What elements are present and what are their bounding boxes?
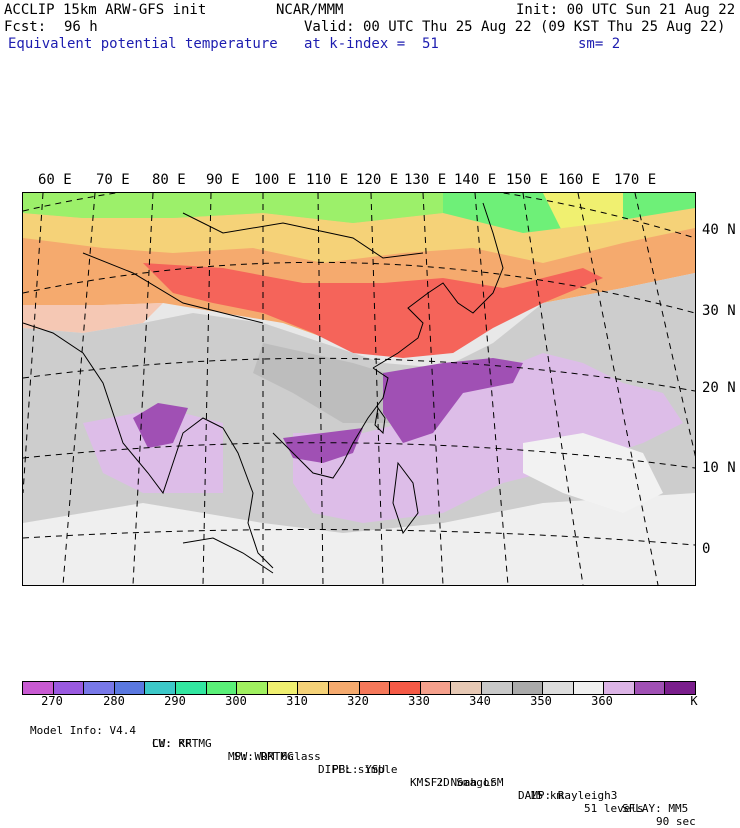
colorbar-labels: 270 280 290 300 310 320 330 340 350 360 … (0, 694, 740, 708)
colorbar (22, 681, 696, 695)
lon-label: 60 E (38, 172, 72, 188)
colorbar-segment (23, 682, 54, 694)
purple-bay-of-bengal (133, 403, 188, 448)
colorbar-segment (451, 682, 482, 694)
purple-west-pacific (383, 358, 523, 443)
colorbar-segment (206, 682, 238, 694)
lon-label: 80 E (152, 172, 186, 188)
lat-label: 10 N (702, 460, 736, 476)
colorbar-segment (298, 682, 329, 694)
longitude-labels: 60 E 70 E 80 E 90 E 100 E 110 E 120 E 13… (0, 172, 740, 190)
colorbar-segment (267, 682, 299, 694)
colorbar-segment (53, 682, 85, 694)
colorbar-segment (420, 682, 452, 694)
colorbar-tick-label: 310 (286, 694, 308, 708)
cold-band-lightgreen (23, 193, 443, 223)
lon-label: 130 E (404, 172, 447, 188)
colorbar-segment (328, 682, 360, 694)
colorbar-tick-label: 340 (469, 694, 491, 708)
purple-south-china-sea (283, 428, 363, 463)
colorbar-segment (114, 682, 146, 694)
lon-label: 70 E (96, 172, 130, 188)
center-title: NCAR/MMM (276, 2, 344, 18)
fcst-value: 96 h (64, 19, 98, 35)
colorbar-tick-label: 320 (347, 694, 369, 708)
colorbar-segment (512, 682, 544, 694)
footer-item: LW: RRTMG (152, 737, 212, 750)
colorbar-segment (359, 682, 391, 694)
colorbar-segment (145, 682, 176, 694)
colorbar-segment (481, 682, 513, 694)
theta-e-map (23, 193, 695, 585)
footer-item: DIFF: simple (318, 763, 398, 776)
lat-label: 0 (702, 541, 711, 557)
colorbar-segment (634, 682, 666, 694)
colorbar-tick-label: 280 (103, 694, 125, 708)
colorbar-tick-label: 360 (591, 694, 613, 708)
lon-label: 110 E (306, 172, 349, 188)
footer-item: SW: RRTMG (234, 750, 294, 763)
footer-line-2: LW: RRTMG SW: RRTMG DIFF: simple KM: 2D … (30, 724, 688, 815)
colorbar-segment (175, 682, 207, 694)
colorbar-segment (665, 682, 696, 694)
colorbar-tick-label: 300 (225, 694, 247, 708)
lon-label: 90 E (206, 172, 240, 188)
lat-label: 40 N (702, 222, 736, 238)
lon-label: 120 E (356, 172, 399, 188)
lat-label: 20 N (702, 380, 736, 396)
colorbar-segment (543, 682, 574, 694)
colorbar-tick-label: 290 (164, 694, 186, 708)
fcst-label: Fcst: (4, 19, 47, 35)
valid-time: Valid: 00 UTC Thu 25 Aug 22 (09 KST Thu … (304, 19, 726, 35)
colorbar-segment (84, 682, 115, 694)
lon-label: 160 E (558, 172, 601, 188)
coastlines (23, 202, 504, 574)
init-time: Init: 00 UTC Sun 21 Aug 22 (516, 2, 736, 18)
footer-item: DAMP: Rayleigh3 (518, 789, 618, 802)
smoothing-value: sm= 2 (578, 36, 621, 52)
colorbar-segment (237, 682, 268, 694)
lon-label: 170 E (614, 172, 657, 188)
map-panel (22, 192, 696, 586)
level-index: at k-index = 51 (304, 36, 439, 52)
graticule (23, 193, 695, 585)
colorbar-segment (573, 682, 605, 694)
field-name: Equivalent potential temperature (8, 36, 278, 52)
colorbar-tick-label: 330 (408, 694, 430, 708)
footer-item: Model Info: V4.4 (30, 724, 136, 737)
lon-label: 140 E (454, 172, 497, 188)
white-tropical-region (23, 493, 695, 585)
footer-item: 90 sec (656, 815, 696, 828)
colorbar-tick-label: 350 (530, 694, 552, 708)
dark-gray-patch (253, 343, 403, 423)
lat-label: 30 N (702, 303, 736, 319)
lon-label: 100 E (254, 172, 297, 188)
white-pacific-patch (523, 433, 663, 513)
colorbar-tick-label: 270 (41, 694, 63, 708)
lavender-region-pacific (293, 353, 683, 523)
lon-label: 150 E (506, 172, 549, 188)
latitude-labels: 40 N 30 N 20 N 10 N 0 (698, 192, 740, 592)
colorbar-unit: K (690, 694, 698, 708)
warm-band-red (143, 263, 603, 358)
colorbar-segment (390, 682, 421, 694)
colorbar-segment (604, 682, 635, 694)
footer-item: KM: 2D Smagor (410, 776, 497, 789)
model-title: ACCLIP 15km ARW-GFS init (4, 2, 207, 18)
footer-item: SFLAY: MM5 (622, 802, 689, 815)
